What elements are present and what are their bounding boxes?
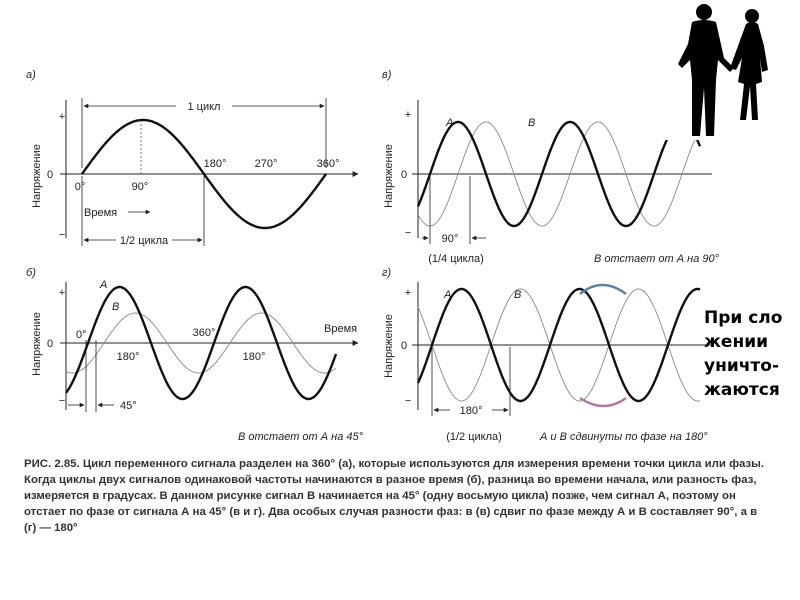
panel-g-signal-a-wave [416,287,701,403]
panel-a-cycle-label: 1 цикл [188,101,221,113]
couple-silhouette-image [664,0,800,140]
panel-v-minus: − [405,227,411,239]
panel-g-letter: г) [382,267,391,279]
panel-v-zero: 0 [401,169,407,181]
panel-v-signal-b-label: B [528,117,535,129]
panel-g-minus: − [405,395,411,407]
panel-b-signal-b-label: B [112,301,119,313]
panel-a-ylabel: Напряжение [31,144,43,208]
panel-v-caption: В отстает от А на 90° [594,253,720,265]
panel-b-zero: 0 [47,338,53,350]
panel-b-caption: В отстает от А на 45° [238,431,364,443]
panel-v-signal-a-wave [416,120,702,228]
panel-g-plus: + [405,287,411,299]
panel-g-ylabel: Напряжение [383,314,395,378]
panel-v: в) + − 0 Напряжение A B 90° (1/4 цикла) … [382,69,720,265]
figure-caption: РИС. 2.85. Цикл переменного сигнала разд… [24,456,772,536]
panel-a-sine-wave [81,118,327,230]
panel-v-letter: в) [382,69,392,81]
panel-b-letter: б) [26,267,36,279]
panel-a: а) + − 0 Напряжение 1 цикл 0° 90° 180° 2… [26,69,359,247]
panel-b: б) + − 0 Напряжение A B 0° 360° 180° 180… [26,267,364,443]
panel-g-half-label: (1/2 цикла) [446,431,502,443]
panel-b-plus: + [59,287,65,299]
panel-g-bottom-cancel-arrow [579,396,627,408]
figure-caption-text: Цикл переменного сигнала разделен на 360… [24,458,765,534]
panel-b-deg180-left: 180° [117,351,140,363]
side-note-text: При сло жении уничто- жаются [704,308,783,400]
panel-g-top-cancel-arrow [579,283,627,295]
panel-g-signal-b-label: B [514,289,521,301]
panel-g-shift-label: 180° [460,405,483,417]
panel-v-shift-label: 90° [442,233,459,245]
panel-a-angle-90: 90° [132,181,149,193]
figure-caption-title: РИС. 2.85. [24,458,80,470]
panel-v-signal-a-label: A [445,117,453,129]
panel-a-angle-360: 360° [317,158,340,170]
panel-v-plus: + [405,109,411,121]
panel-a-angle-270: 270° [255,158,278,170]
panel-b-deg180-right: 180° [243,351,266,363]
panel-b-signal-a-label: A [99,279,107,291]
panel-b-signal-a-wave [65,285,338,401]
panel-a-half-cycle-label: 1/2 цикла [120,235,169,247]
panel-g-signal-b-wave [417,288,701,402]
panel-b-deg0: 0° [76,329,87,341]
panel-g-zero: 0 [401,340,407,352]
panel-b-deg360: 360° [193,327,216,339]
panel-b-minus: − [59,395,65,407]
panel-b-signal-b-wave [65,312,337,374]
panel-v-signal-b-wave [417,121,701,227]
panel-a-zero: 0 [47,169,53,181]
panel-a-minus: − [59,229,65,241]
panel-g: г) + − 0 Напряжение A B 180° (1/2 цикла)… [382,267,712,443]
panel-b-shift-label: 45° [120,400,137,412]
panel-b-time-label: Время [324,323,357,335]
panel-g-caption: А и В сдвинуты по фазе на 180° [539,431,708,443]
panel-a-time-label: Время [84,207,117,219]
panel-v-quarter-label: (1/4 цикла) [428,253,484,265]
panel-a-angle-0: 0° [75,181,86,193]
panel-a-plus: + [59,111,65,123]
panel-a-angle-180: 180° [204,158,227,170]
panel-g-signal-a-label: A [443,289,451,301]
panel-v-ylabel: Напряжение [383,144,395,208]
panel-b-ylabel: Напряжение [31,312,43,376]
panel-a-letter: а) [26,69,36,81]
